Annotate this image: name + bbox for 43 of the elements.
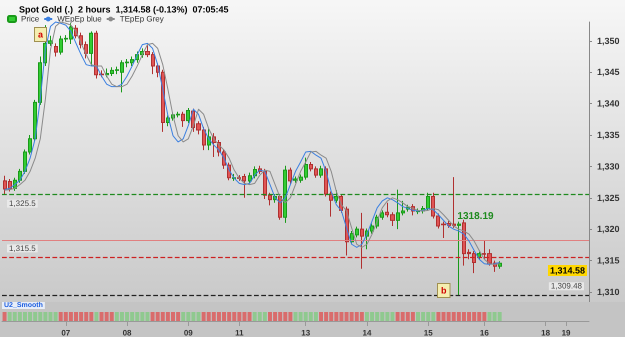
y-tick-label: 1,325 bbox=[597, 192, 620, 203]
x-tick-label: 11 bbox=[235, 328, 244, 337]
x-tick-label: 15 bbox=[424, 328, 434, 337]
candlestick bbox=[89, 30, 93, 66]
y-tick-label: 1,340 bbox=[597, 98, 620, 109]
candlestick bbox=[457, 221, 461, 296]
x-tick-label: 18 bbox=[541, 328, 551, 337]
y-tick-label: 1,310 bbox=[597, 286, 620, 297]
ref-line-label: 1318.19 bbox=[457, 211, 494, 222]
candlestick bbox=[186, 108, 190, 124]
candlestick bbox=[288, 167, 292, 184]
legend-label: Price bbox=[21, 14, 40, 24]
x-tick-label: 08 bbox=[122, 328, 132, 337]
x-tick-label: 13 bbox=[301, 328, 311, 337]
candlestick bbox=[360, 212, 364, 270]
candlestick bbox=[283, 165, 287, 224]
legend-label: TEpEp Grey bbox=[120, 14, 164, 24]
x-tick-label: 19 bbox=[562, 328, 572, 337]
y-tick-label: 1,330 bbox=[597, 161, 620, 172]
y-tick-label: 1,335 bbox=[597, 130, 620, 140]
x-tick-label: 16 bbox=[480, 328, 490, 337]
candlestick bbox=[498, 260, 502, 270]
x-tick-label: 09 bbox=[184, 328, 194, 337]
y-tick-label: 1,320 bbox=[597, 224, 620, 234]
candlestick bbox=[334, 190, 338, 204]
chart-title: Spot Gold (.) 2 hours 1,314.58 (-0.13%) 07:05:45 bbox=[19, 4, 229, 14]
candlestick bbox=[232, 173, 236, 182]
candlestick bbox=[54, 42, 58, 58]
candlestick bbox=[319, 165, 323, 178]
x-tick-label: 07 bbox=[61, 328, 71, 337]
y-tick-label: 1,345 bbox=[597, 67, 620, 78]
ref-line-label: 1,325.5 bbox=[9, 199, 36, 208]
annotation: b bbox=[441, 286, 447, 296]
line-series bbox=[4, 22, 500, 265]
ref-line-label: 1,315.5 bbox=[9, 244, 36, 253]
ref-line-label: 1,309.48 bbox=[550, 282, 583, 291]
x-tick-label: 14 bbox=[362, 328, 372, 337]
y-tick-label: 1,315 bbox=[597, 256, 620, 266]
annotation: 1,314.58 bbox=[550, 266, 586, 276]
y-tick-label: 1,350 bbox=[597, 36, 620, 46]
candlestick bbox=[181, 111, 185, 128]
legend-label: WEpEp blue bbox=[57, 14, 102, 24]
annotation: a bbox=[38, 30, 44, 40]
